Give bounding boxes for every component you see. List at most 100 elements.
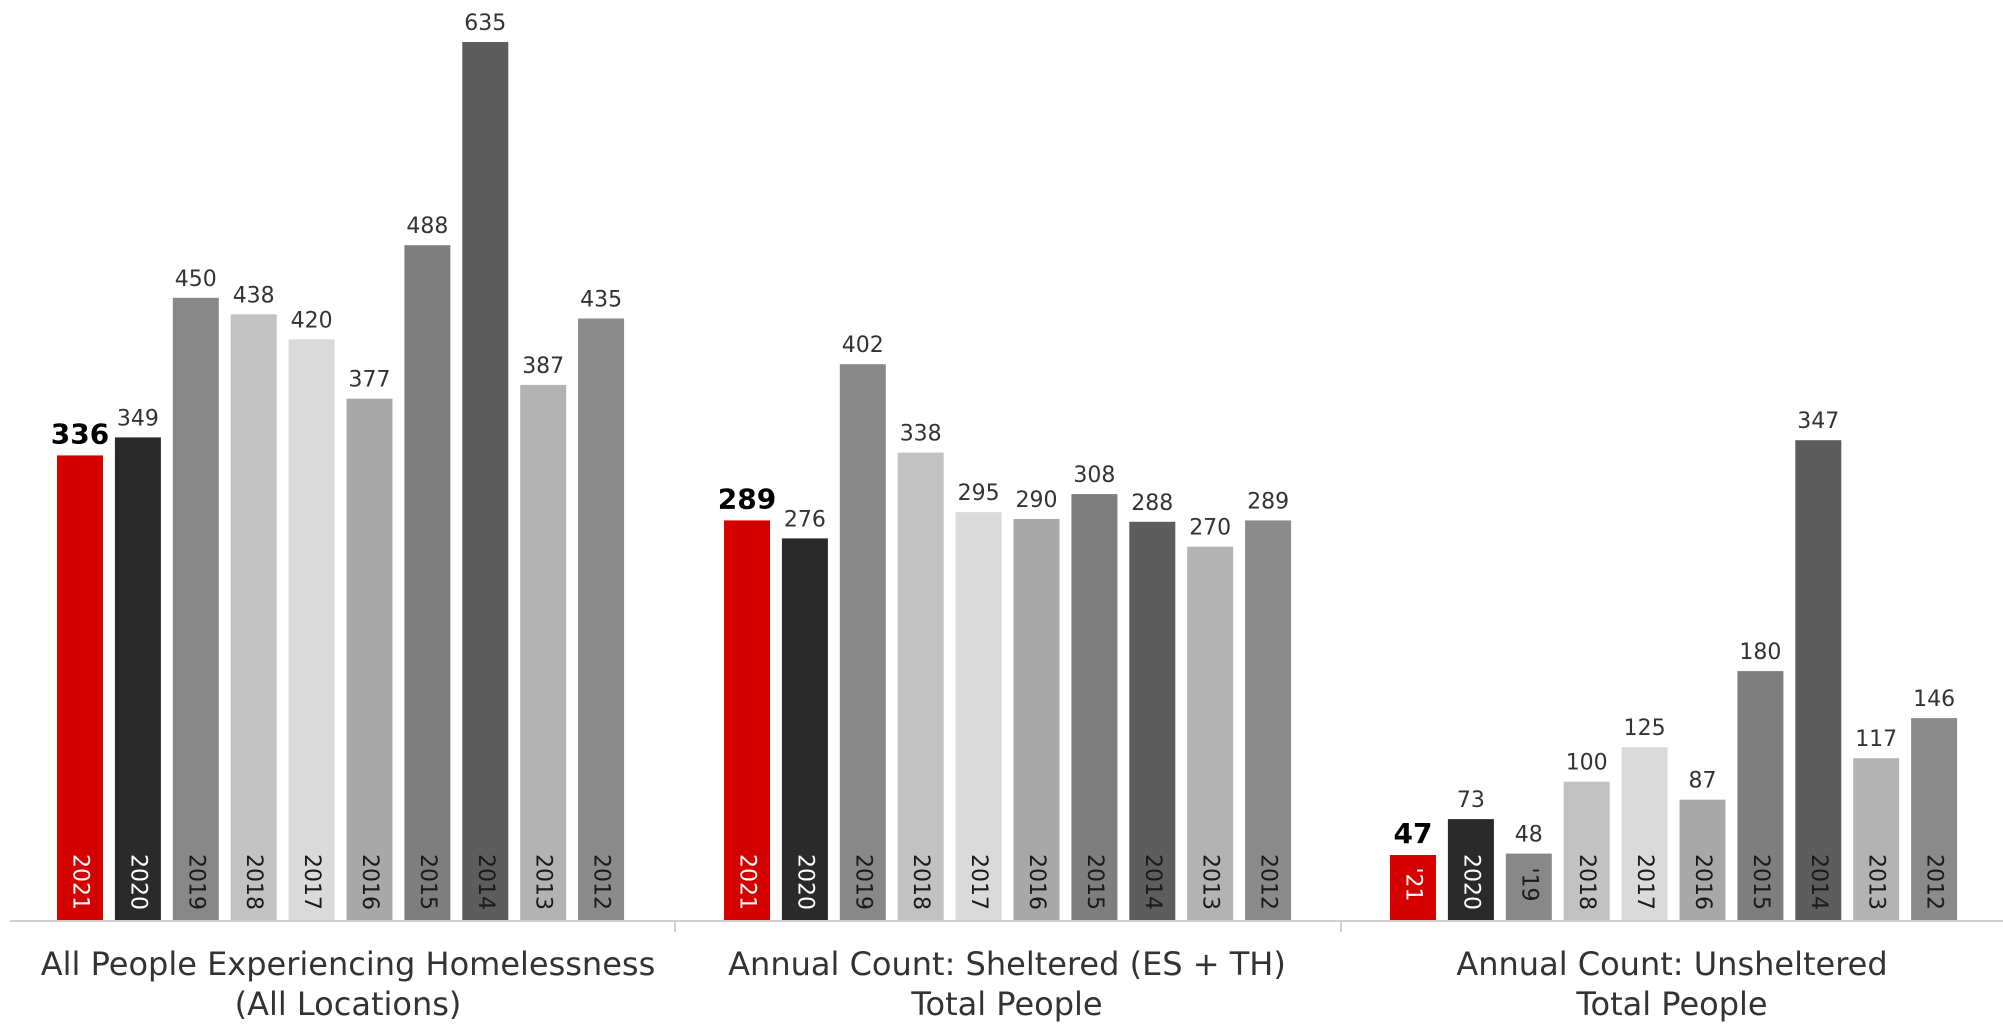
bar-1-2020 [781,538,828,920]
bar-year-label: 2012 [1922,854,1947,910]
group-label-unsheltered: Annual Count: Unsheltered Total People [1342,944,2002,1024]
bar-value-label: 125 [1624,716,1666,741]
bar-0-2012 [578,318,625,920]
bar-year-label: 2013 [1198,854,1223,910]
group-label-sheltered: Annual Count: Sheltered (ES + TH) Total … [677,944,1337,1024]
bar-value-label: 117 [1855,727,1897,752]
group-label-line2: (All Locations) [234,985,462,1023]
bar-value-label: 450 [175,267,217,292]
bar-year-label: 2012 [589,854,614,910]
bar-value-label: 349 [117,406,159,431]
bar-year-label: 2014 [1806,854,1831,910]
bar-value-label: 48 [1515,823,1543,848]
bar-value-label: 402 [842,333,884,358]
bar-1-current [724,520,770,920]
bar-year-label: '21 [1401,868,1426,902]
bar-year-label: 2012 [1256,854,1281,910]
bar-2-2016 [1679,799,1726,920]
bar-1-2015 [1071,494,1118,920]
group-label-line1: Annual Count: Sheltered (ES + TH) [728,945,1286,983]
bar-0-2015 [404,245,451,920]
bar-year-label: '19 [1516,868,1541,902]
bar-value-label: 290 [1016,488,1058,513]
bar-value-label: 146 [1913,687,1955,712]
bar-2-2018 [1563,781,1610,920]
bar-value-label: 289 [718,482,776,515]
bar-0-2017 [288,339,335,920]
bar-1-2016 [1013,519,1060,920]
bar-1-2018 [897,452,944,920]
bar-0-current [57,455,103,920]
bar-year-label: 2016 [1690,854,1715,910]
group-label-line2: Total People [911,985,1103,1023]
bar-year-label: 2014 [1140,854,1165,910]
bar-value-label: 308 [1073,463,1115,488]
group-label-all-locations: All People Experiencing Homelessness (Al… [18,944,678,1024]
bar-value-label: 347 [1797,409,1839,434]
bar-year-label: 2018 [908,854,933,910]
bar-value-label: 435 [580,288,622,313]
bar-value-label: 73 [1457,788,1485,813]
bar-year-label: 2021 [68,854,93,910]
bar-value-label: 276 [784,507,826,532]
bar-year-label: 2015 [1748,854,1773,910]
bar-1-2017 [955,512,1002,920]
bar-value-label: 270 [1189,516,1231,541]
bar-1-2019 [839,364,886,920]
bar-year-label: 2013 [1864,854,1889,910]
bar-value-label: 336 [51,417,109,450]
bar-1-2014 [1129,521,1176,920]
bar-year-label: 2020 [1458,854,1483,910]
bar-value-label: 180 [1739,640,1781,665]
bar-value-label: 338 [900,422,942,447]
group-label-line1: Annual Count: Unsheltered [1456,945,1888,983]
bar-2-2019 [1505,853,1552,920]
axis-layer [10,920,2003,932]
bar-year-label: 2017 [299,854,324,910]
bar-year-label: 2020 [125,854,150,910]
bar-year-label: 2018 [1574,854,1599,910]
bar-2-current [1390,855,1436,920]
bar-value-label: 387 [522,354,564,379]
group-label-line2: Total People [1576,985,1768,1023]
bar-1-2012 [1245,520,1292,920]
bar-year-label: 2017 [1632,854,1657,910]
bar-year-label: 2020 [792,854,817,910]
group-label-line1: All People Experiencing Homelessness [40,945,656,983]
bar-value-label: 635 [464,11,506,36]
bar-year-label: 2017 [966,854,991,910]
bar-2-2017 [1621,747,1668,920]
bar-year-label: 2013 [531,854,556,910]
bar-2-2020 [1447,819,1494,920]
bar-value-label: 47 [1394,817,1433,850]
bars-layer [57,42,1958,920]
bar-0-2016 [346,398,393,920]
bar-2-2014 [1795,440,1842,920]
bar-value-label: 288 [1131,491,1173,516]
bar-0-2014 [462,42,509,920]
bar-value-label: 295 [958,481,1000,506]
bar-value-label: 438 [233,283,275,308]
bar-year-label: 2019 [850,854,875,910]
bar-value-label: 377 [349,368,391,393]
bar-2-2012 [1911,718,1958,920]
bar-year-label: 2021 [735,854,760,910]
bar-value-label: 87 [1689,769,1717,794]
bar-0-2013 [520,384,567,920]
bar-0-2018 [230,314,277,920]
bar-1-2013 [1187,546,1234,920]
bar-year-label: 2016 [357,854,382,910]
bar-year-label: 2015 [1082,854,1107,910]
bar-0-2019 [172,297,219,920]
bar-value-label: 488 [406,214,448,239]
bar-year-label: 2014 [473,854,498,910]
bar-year-label: 2016 [1024,854,1049,910]
bar-year-label: 2019 [183,854,208,910]
bar-year-label: 2018 [241,854,266,910]
bar-year-label: 2015 [415,854,440,910]
labels-layer: 336 2021 349 2020 450 2019 438 2018 420 2017 377 20… [51,11,1955,910]
bar-value-label: 420 [291,308,333,333]
bar-2-2013 [1853,758,1900,920]
